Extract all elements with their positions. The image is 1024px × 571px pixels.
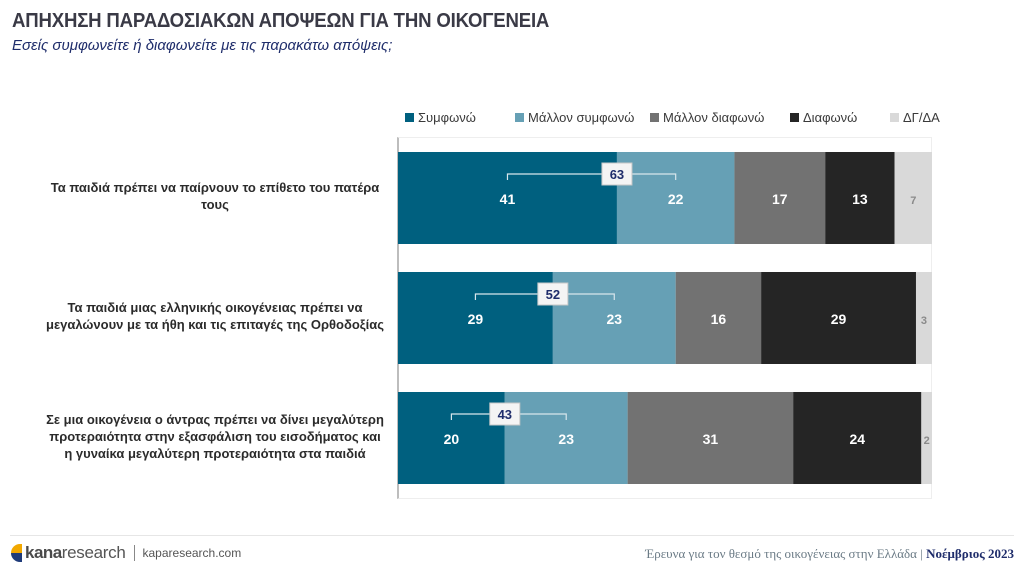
legend-swatch: [790, 113, 799, 122]
bar-segment: [761, 272, 916, 364]
bar-segment: [734, 152, 826, 244]
legend-swatch: [650, 113, 659, 122]
legend-swatch: [405, 113, 414, 122]
legend-label: Συμφωνώ: [418, 110, 476, 125]
page-title: ΑΠΗΧΗΣΗ ΠΑΡΑΔΟΣΙΑΚΩΝ ΑΠΟΨΕΩΝ ΓΙΑ ΤΗΝ ΟΙΚ…: [12, 10, 550, 32]
category-label-line: Τα παιδιά μιας ελληνικής οικογένειας πρέ…: [67, 300, 363, 315]
footer-divider: [10, 535, 1014, 536]
bar-segment: [675, 272, 762, 364]
bar-value-label: 24: [849, 431, 865, 447]
legend-item: ΔΓ/ΔΑ: [890, 110, 940, 125]
legend-label: ΔΓ/ΔΑ: [903, 110, 940, 125]
legend-label: Διαφωνώ: [803, 110, 858, 125]
brand-logo: kana research kaparesearch.com: [8, 543, 241, 563]
bar-segment: [398, 272, 553, 364]
sum-badge: [601, 162, 633, 186]
kapa-logo-icon: [8, 544, 22, 562]
survey-title: Έρευνα για τον θεσμό της οικογένειας στη…: [645, 546, 917, 561]
bar-value-label: 23: [558, 431, 574, 447]
bar-value-label: 13: [852, 191, 868, 207]
legend-swatch: [515, 113, 524, 122]
bar-value-label: 23: [606, 311, 622, 327]
legend-item: Μάλλον διαφωνώ: [650, 110, 764, 125]
website-url: kaparesearch.com: [142, 546, 242, 560]
footer-separator: |: [920, 546, 923, 561]
category-label-line: προτεραιότητα στην εξασφάλιση του εισοδή…: [49, 428, 381, 444]
page-subtitle: Εσείς συμφωνείτε ή διαφωνείτε με τις παρ…: [12, 37, 393, 54]
category-label: Σε μια οικογένεια ο άντρας πρέπει να δίν…: [40, 411, 390, 462]
brand-name-bold: kana: [25, 543, 62, 562]
bar-segment: [894, 152, 932, 244]
category-label-line: η γυναίκα μεγαλύτερη προτεραιότητα στα π…: [64, 445, 366, 461]
category-label-line: Σε μια οικογένεια ο άντρας πρέπει να δίν…: [46, 411, 384, 427]
footer-survey-info: Έρευνα για τον θεσμό της οικογένειας στη…: [645, 546, 1014, 562]
legend-item: Διαφωνώ: [790, 110, 857, 125]
sum-badge-value: 43: [498, 407, 512, 422]
logo-separator: [133, 545, 135, 561]
chart-legend: Συμφωνώ Μάλλον συμφωνώ Μάλλον διαφωνώ Διαφω…: [405, 110, 945, 128]
sum-badge: [537, 282, 569, 306]
bar-segment: [627, 392, 794, 484]
category-label: Τα παιδιά πρέπει να παίρνουν το επίθετο …: [40, 179, 390, 213]
bar-segment: [616, 152, 735, 244]
bar-value-label: 20: [444, 431, 460, 447]
bar-segment: [552, 272, 676, 364]
bar-value-label: 31: [703, 431, 719, 447]
legend-item: Συμφωνώ: [405, 110, 476, 125]
category-label: Τα παιδιά μιας ελληνικής οικογένειας πρέ…: [40, 299, 390, 333]
bar-value-label: 2: [924, 435, 930, 447]
bar-segment: [504, 392, 628, 484]
brand-name-light: research: [61, 543, 126, 562]
category-label-line: Τα παιδιά πρέπει να παίρνουν το επίθετο …: [50, 180, 380, 195]
bar-segment: [398, 152, 617, 244]
sum-badge-value: 52: [546, 287, 560, 302]
bar-value-label: 7: [910, 195, 916, 207]
bar-value-label: 41: [500, 191, 516, 207]
bar-segment: [921, 392, 932, 484]
legend-label: Μάλλον συμφωνώ: [528, 110, 635, 125]
legend-item: Μάλλον συμφωνώ: [515, 110, 634, 125]
bar-segment: [793, 392, 922, 484]
bar-segment: [825, 152, 895, 244]
category-label-line: μεγαλώνουν με τα ήθη και τις επιταγές τη…: [46, 317, 384, 332]
legend-swatch: [890, 113, 899, 122]
survey-date: Νοέμβριος 2023: [926, 546, 1014, 561]
sum-bracket: [506, 173, 677, 180]
sum-badge: [489, 402, 521, 426]
sum-badge-value: 63: [610, 167, 624, 182]
bar-value-label: 17: [772, 191, 788, 207]
legend-label: Μάλλον διαφωνώ: [663, 110, 765, 125]
bar-segment: [398, 392, 505, 484]
bar-value-label: 29: [831, 311, 847, 327]
bar-value-label: 29: [468, 311, 484, 327]
bar-segment: [915, 272, 932, 364]
category-label-line: τους: [201, 197, 229, 212]
bar-value-label: 16: [711, 311, 727, 327]
bar-value-label: 22: [668, 191, 684, 207]
bar-value-label: 3: [921, 315, 927, 327]
